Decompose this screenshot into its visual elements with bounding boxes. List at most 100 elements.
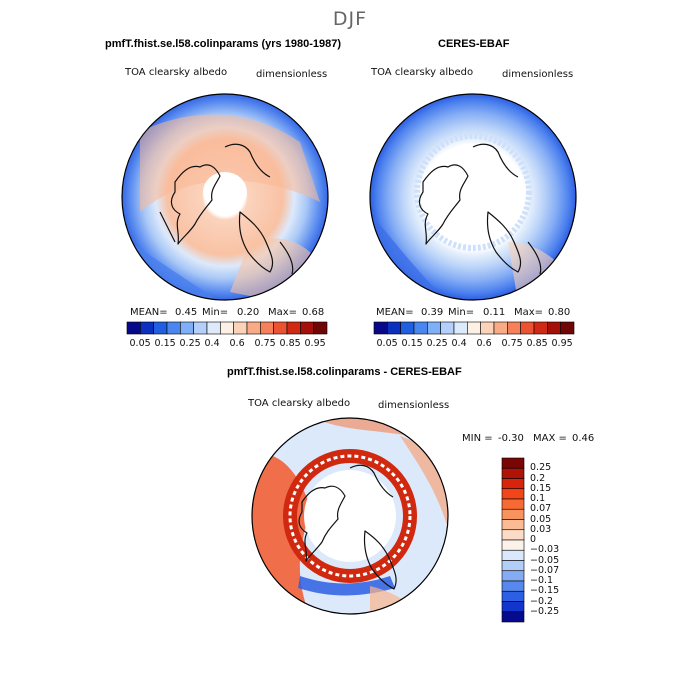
panel1-max-label: Max= [268,307,298,318]
diff-colorbar-swatch [501,539,525,551]
diff-colorbar-swatch [501,590,525,602]
diff-units: dimensionless [378,400,450,411]
panel1-colorbar-swatch [193,321,208,335]
panel1-colorbar-tick-label: 0.75 [254,338,276,349]
diff-colorbar-swatch [501,611,525,623]
diff-colorbar-tick-label: −0.05 [530,554,560,566]
diff-colorbar-tick-label: −0.1 [530,575,554,586]
diff-colorbar-swatch [501,478,525,490]
diff-title: pmfT.fhist.se.l58.colinparams - CERES-EB… [227,366,462,378]
diff-colorbar-swatch [501,560,525,572]
diff-colorbar-swatch [501,498,525,510]
panel2-colorbar-tick-label: 0.95 [551,338,573,349]
panel2-colorbar-swatch [413,321,428,335]
panel1-colorbar-swatch [286,321,301,335]
panel1-colorbar-swatch [180,321,194,335]
diff-colorbar-swatch [501,488,525,500]
panel2-colorbar-swatch [427,321,441,335]
diff-colorbar-tick-label: 0 [530,534,537,545]
diff-colorbar-swatch [501,570,525,582]
panel2-colorbar-swatch [507,321,521,335]
panel2-mean-value: 0.39 [421,307,444,318]
panel1-colorbar-swatch [153,321,168,335]
panel1-colorbar-swatch [300,321,314,335]
panel1-variable: TOA clearsky albedo [125,67,228,78]
panel2-colorbar-swatch [373,321,388,335]
diff-map [251,417,449,615]
panel1-colorbar-swatch [233,321,248,335]
diff-colorbar [501,457,525,623]
panel2-min-label: Min= [448,307,475,318]
panel1-colorbar-tick-label: 0.15 [154,338,176,349]
panel1-colorbar-swatch [273,321,288,335]
panel2-colorbar-swatch [560,321,575,335]
diff-colorbar-tick-label: 0.07 [530,503,552,515]
diff-colorbar-swatch [501,529,525,541]
panel2-colorbar-swatch [467,321,481,335]
diff-colorbar-tick-label: 0.25 [530,462,552,474]
diff-colorbar-tick-label: −0.03 [530,544,560,556]
diff-colorbar-swatch [501,467,525,479]
diff-colorbar-tick-label: −0.15 [530,585,560,597]
diff-colorbar-tick-label: 0.05 [530,513,552,525]
panel1-colorbar-swatch [140,321,154,335]
panel1-max-value: 0.68 [302,307,325,318]
diff-max-value: 0.46 [572,433,595,444]
panel1-colorbar-swatch [313,321,328,335]
panel1-mean-label: MEAN= [130,307,168,318]
panel2-colorbar-swatch [387,321,401,335]
panel2-units: dimensionless [502,69,574,80]
diff-colorbar-tick-label: 0.15 [530,482,552,494]
panel1-min-value: 0.20 [237,307,260,318]
panel2-mean-label: MEAN= [376,307,414,318]
panel2-colorbar-tick-label: 0.4 [451,338,467,349]
panel1-units: dimensionless [256,69,328,80]
diff-variable: TOA clearsky albedo [248,398,351,409]
panel2-colorbar-tick-label: 0.05 [376,338,398,349]
panel2-colorbar [373,321,575,335]
diff-colorbar-swatch [501,549,525,561]
panel2-colorbar-tick-label: 0.75 [501,338,523,349]
panel1-colorbar-swatch [206,321,221,335]
diff-colorbar-tick-label: 0.2 [530,472,546,484]
panel1-colorbar-swatch [246,321,261,335]
panel2-colorbar-labels: 0.05 0.15 0.25 0.4 0.6 0.75 0.85 0.95 [374,338,574,350]
panel2-colorbar-tick-label: 0.15 [401,338,423,349]
diff-colorbar-swatch [501,457,525,469]
panel1-map [121,93,329,301]
panel1-colorbar-labels: 0.05 0.15 0.25 0.4 0.6 0.75 0.85 0.95 [127,338,327,350]
diff-colorbar-tick-label: −0.2 [530,595,554,607]
panel1-colorbar-tick-label: 0.95 [304,338,326,349]
panel1-colorbar-swatch [260,321,274,335]
panel2-colorbar-swatch [547,321,561,335]
diff-min-value: -0.30 [498,433,524,444]
panel2-variable: TOA clearsky albedo [371,67,474,78]
diff-colorbar-tick-label: 0.03 [530,523,552,535]
diff-max-label: MAX = [533,433,567,444]
panel1-colorbar-swatch [220,321,234,335]
panel2-colorbar-swatch [480,321,495,335]
panel2-colorbar-swatch [533,321,548,335]
panel1-colorbar-tick-label: 0.05 [129,338,151,349]
panel1-colorbar-tick-label: 0.4 [204,338,220,349]
diff-colorbar-labels: 0.25 0.2 0.15 0.1 0.07 0.05 0.03 0 −0.03 −0.05 −0.… [530,458,580,622]
panel2-min-value: 0.11 [483,307,506,318]
diff-colorbar-tick-label: −0.25 [530,605,560,617]
panel1-mean-value: 0.45 [175,307,198,318]
figure-title: DJF [332,8,368,30]
diff-colorbar-tick-label: −0.07 [530,564,560,576]
panel1-colorbar-swatch [126,321,141,335]
panel1-colorbar-swatch [166,321,181,335]
diff-colorbar-swatch [501,519,525,531]
diff-colorbar-swatch [501,601,525,613]
panel2-colorbar-swatch [493,321,508,335]
panel2-colorbar-swatch [400,321,415,335]
diff-min-label: MIN = [462,433,493,444]
panel2-colorbar-swatch [440,321,455,335]
panel1-colorbar-tick-label: 0.6 [229,338,245,349]
panel2-title: CERES-EBAF [438,38,510,50]
panel1-colorbar [126,321,328,335]
panel2-colorbar-tick-label: 0.25 [426,338,448,349]
panel2-map [369,93,577,301]
panel1-min-label: Min= [202,307,229,318]
